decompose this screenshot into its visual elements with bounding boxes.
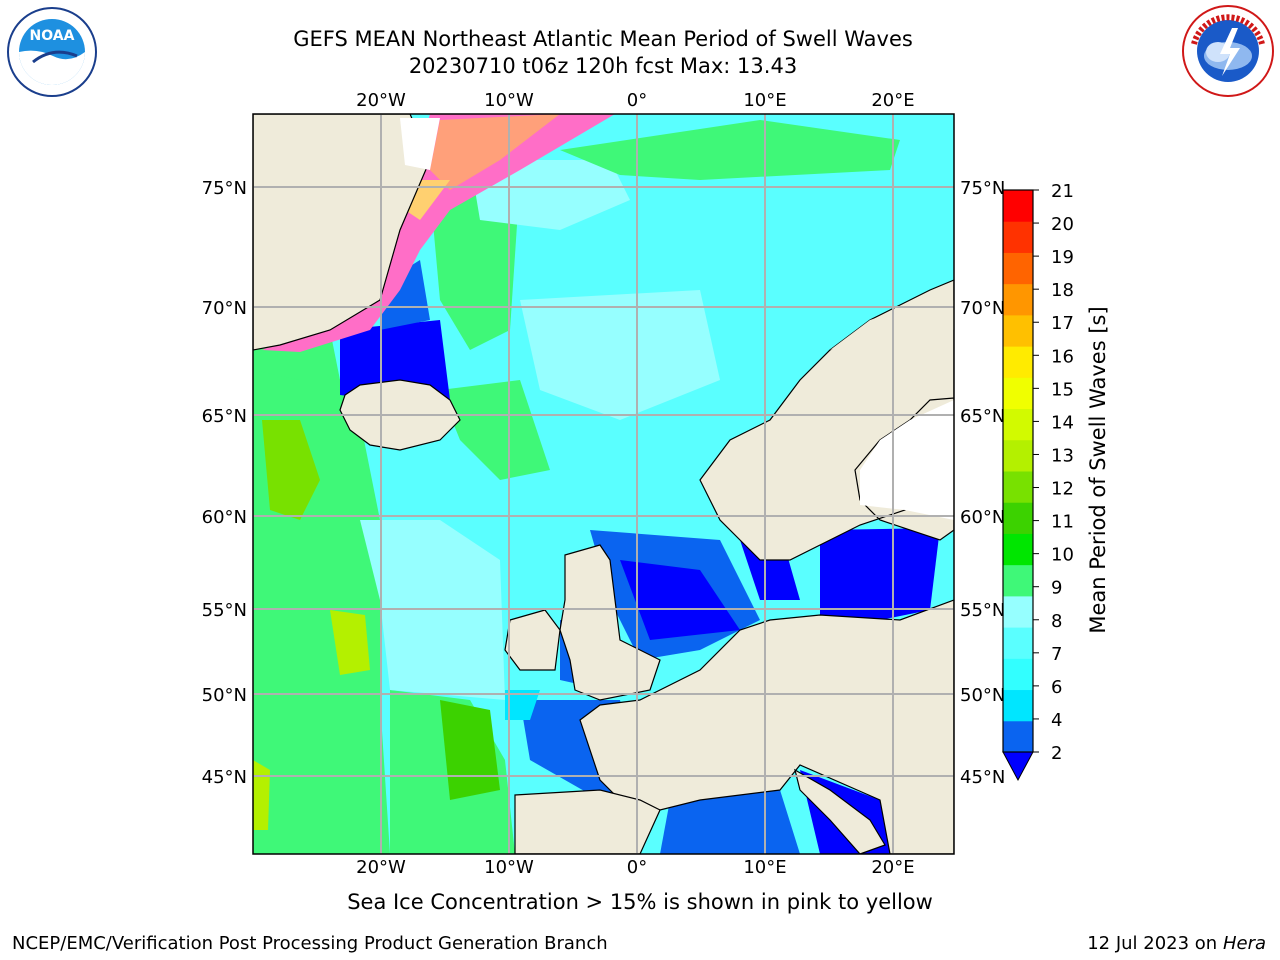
colorbar-tick-label: 21 [1051, 181, 1074, 202]
colorbar-tick-label: 2 [1051, 743, 1062, 764]
lon-label-bottom: 10°E [743, 857, 786, 878]
lat-label-left: 50°N [202, 685, 247, 706]
colorbar-segment [1003, 221, 1033, 253]
lat-label-left: 60°N [202, 507, 247, 528]
colorbar-segment [1003, 439, 1033, 472]
colorbar-segment [1003, 252, 1033, 285]
footer-date-text: 12 Jul 2023 on [1087, 933, 1223, 954]
colorbar-segment [1003, 190, 1033, 222]
colorbar-segment [1003, 533, 1033, 566]
colorbar-segment [1003, 689, 1033, 722]
lat-label-right: 65°N [960, 406, 1005, 427]
lon-label-top: 20°W [356, 90, 406, 111]
lat-label-right: 70°N [960, 298, 1005, 319]
colorbar-segment [1003, 314, 1033, 347]
lat-label-right: 55°N [960, 600, 1005, 621]
colorbar-segment [1003, 627, 1033, 659]
colorbar-segment [1003, 595, 1033, 628]
lon-label-bottom: 0° [627, 857, 647, 878]
chart-title-line1: GEFS MEAN Northeast Atlantic Mean Period… [293, 27, 913, 51]
colorbar-segment [1003, 564, 1033, 597]
colorbar-segment [1003, 408, 1033, 441]
noaa-logo: NOAA [7, 7, 97, 97]
colorbar: 2 4 6 7 8 9 10 11 12 13 14 15 16 17 18 19 20 21 [1002, 181, 1074, 782]
colorbar-segment [1003, 283, 1033, 316]
colorbar-tick-label: 20 [1051, 214, 1074, 235]
lon-label-top: 10°W [484, 90, 534, 111]
colorbar-label: Mean Period of Swell Waves [s] [1086, 306, 1110, 633]
lat-label-left: 75°N [202, 178, 247, 199]
colorbar-tick-label: 18 [1051, 280, 1074, 301]
colorbar-tick-label: 12 [1051, 479, 1074, 500]
colorbar-tick-label: 11 [1051, 512, 1074, 533]
colorbar-segment [1003, 658, 1033, 691]
lat-label-left: 55°N [202, 600, 247, 621]
chart-title-line2: 20230710 t06z 120h fcst Max: 13.43 [408, 54, 798, 78]
footer-machine: Hera [1222, 933, 1266, 954]
noaa-logo-text: NOAA [30, 28, 75, 44]
lon-label-bottom: 20°E [871, 857, 914, 878]
lat-label-left: 70°N [202, 298, 247, 319]
lat-label-right: 50°N [960, 685, 1005, 706]
lat-label-left: 65°N [202, 406, 247, 427]
lon-label-bottom: 20°W [356, 857, 406, 878]
colorbar-tick-label: 8 [1051, 611, 1062, 632]
colorbar-tick-label: 9 [1051, 578, 1062, 599]
colorbar-segment [1003, 346, 1033, 378]
footer-credit: NCEP/EMC/Verification Post Processing Pr… [12, 933, 608, 954]
colorbar-segment [1003, 377, 1033, 410]
lon-label-bottom: 10°W [484, 857, 534, 878]
nws-logo [1182, 5, 1274, 97]
lon-label-top: 0° [627, 90, 647, 111]
colorbar-tick-label: 15 [1051, 379, 1074, 400]
colorbar-tick-label: 19 [1051, 247, 1074, 268]
colorbar-segment [1003, 720, 1033, 753]
colorbar-tick-label: 10 [1051, 545, 1074, 566]
lon-label-top: 10°E [743, 90, 786, 111]
lon-label-top: 20°E [871, 90, 914, 111]
colorbar-segment [1003, 471, 1033, 503]
colorbar-tick-label: 16 [1051, 346, 1074, 367]
lat-label-right: 60°N [960, 507, 1005, 528]
colorbar-tick-label: 6 [1051, 677, 1062, 698]
colorbar-tick-label: 4 [1051, 710, 1062, 731]
footer-date: 12 Jul 2023 on Hera [1087, 933, 1266, 954]
colorbar-segment [1003, 502, 1033, 534]
lat-label-right: 75°N [960, 178, 1005, 199]
lat-label-right: 45°N [960, 767, 1005, 788]
colorbar-tick-label: 7 [1051, 644, 1062, 665]
colorbar-tick-label: 17 [1051, 313, 1074, 334]
lat-label-left: 45°N [202, 767, 247, 788]
caption: Sea Ice Concentration > 15% is shown in … [347, 890, 933, 914]
colorbar-under-arrow [1002, 751, 1034, 782]
colorbar-tick-label: 13 [1051, 445, 1074, 466]
colorbar-tick-label: 14 [1051, 412, 1074, 433]
